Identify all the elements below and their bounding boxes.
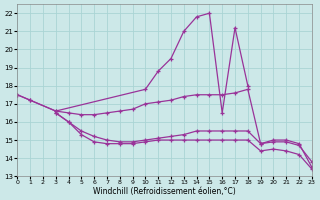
X-axis label: Windchill (Refroidissement éolien,°C): Windchill (Refroidissement éolien,°C) xyxy=(93,187,236,196)
